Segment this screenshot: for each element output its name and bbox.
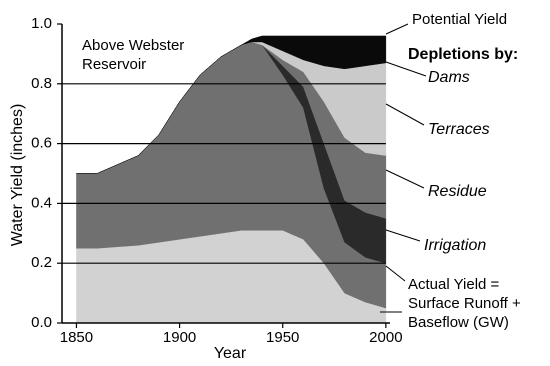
legend-label: Residue: [428, 183, 487, 200]
grid: [62, 83, 386, 264]
annotation: Potential Yield: [412, 11, 507, 28]
x-tick-label: 1900: [163, 329, 196, 346]
x-axis-label: Year: [214, 345, 247, 362]
y-axis-label: Water Yield (inches): [9, 104, 26, 247]
legend-label: Terraces: [428, 121, 490, 138]
x-tick-label: 2000: [369, 329, 402, 346]
legend-label: Dams: [428, 69, 470, 86]
pointer: [385, 23, 409, 35]
area: [76, 35, 387, 174]
y-tick-label: 1.0: [31, 15, 52, 32]
pointer: [385, 103, 425, 126]
legend-label: Irrigation: [424, 237, 486, 254]
y-tick-label: 0.0: [31, 314, 52, 331]
annotation: Depletions by:: [408, 46, 518, 63]
pointer: [385, 265, 406, 282]
pointer: [385, 229, 421, 242]
y-tick-label: 0.4: [31, 194, 52, 211]
chart-title: Above Webster Reservoir: [82, 37, 185, 73]
x-tick-label: 1950: [266, 329, 299, 346]
pointer: [385, 61, 427, 77]
areas: [76, 35, 387, 324]
pointer: [385, 169, 425, 189]
y-tick-label: 0.6: [31, 135, 52, 152]
x-tick-label: 1850: [60, 329, 93, 346]
legend-label: Actual Yield = Surface Runoff + Baseflow…: [408, 276, 521, 331]
y-tick-label: 0.8: [31, 75, 52, 92]
y-tick-label: 0.2: [31, 254, 52, 271]
pointers: [380, 23, 427, 313]
